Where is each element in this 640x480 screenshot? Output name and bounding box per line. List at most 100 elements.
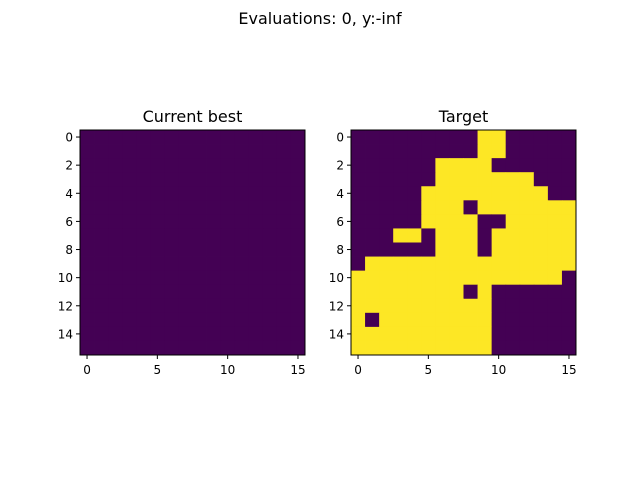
heatmap-cell bbox=[561, 284, 577, 300]
heatmap-cell bbox=[561, 242, 577, 257]
heatmap-cell bbox=[435, 312, 450, 328]
heatmap-cell bbox=[365, 172, 380, 187]
heatmap-cell bbox=[407, 186, 422, 201]
y-tick-label: 12 bbox=[329, 299, 344, 313]
heatmap-cell bbox=[449, 242, 464, 257]
heatmap-cell bbox=[108, 186, 123, 201]
heatmap-cell bbox=[276, 214, 292, 229]
heatmap-cell bbox=[178, 186, 193, 201]
heatmap-cell bbox=[164, 270, 179, 286]
heatmap-cell bbox=[449, 298, 464, 314]
heatmap-cell bbox=[94, 270, 109, 286]
heatmap-cell bbox=[421, 298, 436, 314]
heatmap-cell bbox=[505, 144, 521, 159]
heatmap-cell bbox=[491, 284, 507, 300]
heatmap-cell bbox=[192, 186, 207, 201]
heatmap-cell bbox=[290, 158, 306, 173]
heatmap-cell bbox=[178, 340, 193, 356]
heatmap-cell bbox=[262, 186, 278, 201]
heatmap-cell bbox=[547, 172, 563, 187]
heatmap-cell bbox=[365, 298, 380, 314]
heatmap-cell bbox=[519, 200, 535, 215]
heatmap-cell bbox=[164, 326, 179, 342]
heatmap-cell bbox=[547, 284, 563, 300]
heatmap-cell bbox=[290, 228, 306, 243]
heatmap-cell bbox=[220, 256, 236, 272]
heatmap-cell bbox=[533, 158, 549, 173]
heatmap-cell bbox=[519, 242, 535, 257]
heatmap-cell bbox=[533, 270, 549, 286]
heatmap-cell bbox=[192, 284, 207, 300]
heatmap-cell bbox=[393, 312, 408, 328]
heatmap-cell bbox=[421, 270, 436, 286]
heatmap-cell bbox=[108, 214, 123, 229]
heatmap-cell bbox=[533, 130, 549, 145]
figure-suptitle: Evaluations: 0, y:-inf bbox=[238, 9, 402, 28]
heatmap-cell bbox=[379, 326, 394, 342]
heatmap-cell bbox=[463, 172, 478, 187]
heatmap-cell bbox=[80, 326, 95, 342]
heatmap-cell bbox=[206, 186, 222, 201]
heatmap-cell bbox=[234, 130, 250, 145]
heatmap-cell bbox=[248, 130, 264, 145]
heatmap-cell bbox=[407, 312, 422, 328]
heatmap-cell bbox=[206, 214, 222, 229]
heatmap-cell bbox=[122, 172, 137, 187]
heatmap-cell bbox=[276, 312, 292, 328]
heatmap-cell bbox=[290, 298, 306, 314]
heatmap-cell bbox=[248, 200, 264, 215]
heatmap-cell bbox=[463, 186, 478, 201]
heatmap-cell bbox=[80, 172, 95, 187]
heatmap-cell bbox=[533, 312, 549, 328]
heatmap-cell bbox=[262, 298, 278, 314]
heatmap-cell bbox=[262, 242, 278, 257]
heatmap-cell bbox=[407, 270, 422, 286]
heatmap-cell bbox=[421, 144, 436, 159]
heatmap-cell bbox=[351, 200, 366, 215]
heatmap-cell bbox=[290, 214, 306, 229]
heatmap-cell bbox=[234, 284, 250, 300]
heatmap-cell bbox=[351, 242, 366, 257]
heatmap-cell bbox=[262, 130, 278, 145]
x-tick-label: 10 bbox=[220, 363, 235, 377]
heatmap-cell bbox=[192, 200, 207, 215]
heatmap-cell bbox=[379, 256, 394, 272]
heatmap-cell bbox=[393, 130, 408, 145]
heatmap-cell bbox=[108, 130, 123, 145]
heatmap-cell bbox=[505, 340, 521, 356]
heatmap-cell bbox=[505, 242, 521, 257]
heatmap-cell bbox=[290, 256, 306, 272]
heatmap-cell bbox=[80, 242, 95, 257]
heatmap-cell bbox=[122, 158, 137, 173]
heatmap-cell bbox=[435, 284, 450, 300]
heatmap-cell bbox=[379, 270, 394, 286]
x-tick-label: 15 bbox=[561, 363, 576, 377]
heatmap-cell bbox=[290, 144, 306, 159]
heatmap-cell bbox=[248, 158, 264, 173]
heatmap-cell bbox=[276, 340, 292, 356]
heatmap-cell bbox=[122, 284, 137, 300]
heatmap-cell bbox=[435, 242, 450, 257]
heatmap-cell bbox=[561, 158, 577, 173]
heatmap-cell bbox=[164, 144, 179, 159]
heatmap-cell bbox=[519, 214, 535, 229]
heatmap-cell bbox=[463, 214, 478, 229]
heatmap-cell bbox=[351, 340, 366, 356]
heatmap-cell bbox=[164, 256, 179, 272]
heatmap-cell bbox=[547, 158, 563, 173]
heatmap-cell bbox=[407, 256, 422, 272]
heatmap-cell bbox=[248, 284, 264, 300]
heatmap-cell bbox=[393, 186, 408, 201]
heatmap-cell bbox=[178, 284, 193, 300]
heatmap-cell bbox=[136, 200, 151, 215]
heatmap-cell bbox=[206, 284, 222, 300]
heatmap-cell bbox=[421, 214, 436, 229]
heatmap-cell bbox=[533, 186, 549, 201]
heatmap-cell bbox=[192, 172, 207, 187]
heatmap-cell bbox=[533, 242, 549, 257]
heatmap-cell bbox=[463, 284, 478, 300]
heatmap-cell bbox=[393, 172, 408, 187]
heatmap-cell bbox=[234, 256, 250, 272]
heatmap-cell bbox=[435, 256, 450, 272]
heatmap-cell bbox=[519, 256, 535, 272]
